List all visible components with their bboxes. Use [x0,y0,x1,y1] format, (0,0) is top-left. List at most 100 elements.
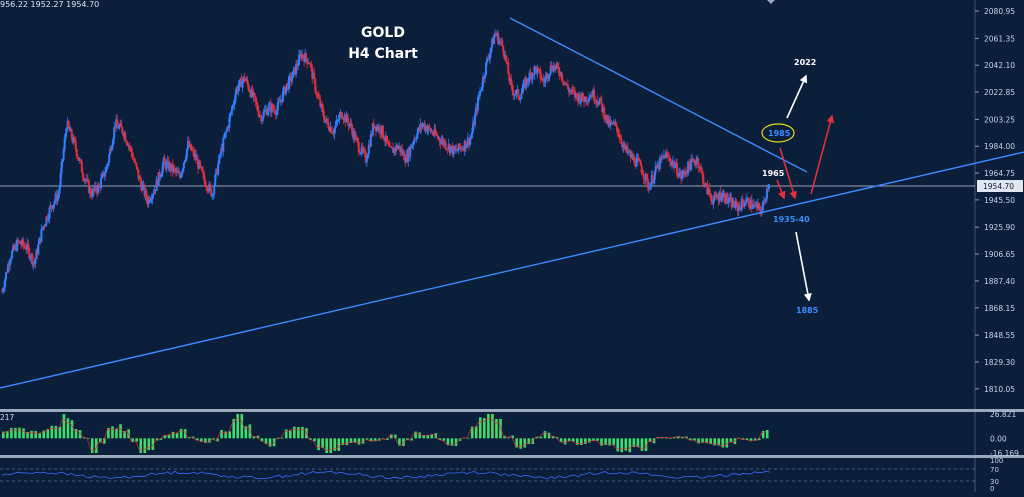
oscillator-bar [499,419,502,438]
candle-body [254,93,256,96]
oscillator-bar [329,438,332,453]
candle-body [37,244,39,254]
candle-body [724,193,726,201]
oscillator-bar [495,419,498,438]
candle-body [97,185,99,193]
oscillator-signal [540,433,544,437]
y-tick-label: 1868.15 [984,304,1015,313]
oscillator-bar [75,429,78,438]
oscillator-bar [491,414,494,438]
y-tick-label: 1810.05 [984,385,1015,394]
oscillator-bar [297,427,300,438]
oscillator-bar [346,438,349,445]
ascending-trendline [0,152,1024,388]
candle-body [213,185,215,194]
oscillator-bar [148,438,151,450]
level-label: 1965 [762,169,785,178]
y-tick-label: 1887.40 [984,277,1015,286]
oscillator-signal [467,429,471,438]
candle-body [501,41,503,46]
oscillator-signal [596,440,600,444]
candle-body [610,121,612,122]
y-tick-label: 1984.00 [984,142,1015,151]
oscillator-bar [564,438,567,444]
candle-body [160,176,162,178]
oscillator-bar [608,438,611,445]
oscillator-bar [479,417,482,438]
oscillator-bar [580,438,583,445]
oscillator-bar [143,438,146,453]
y-tick-label: 1925.90 [984,223,1015,232]
oscillator-signal [135,441,139,450]
panel-separator [0,409,1024,412]
arrow-down-white [796,232,809,300]
y-tick-label: 1829.30 [984,358,1015,367]
oscillator-signal [200,441,204,442]
y-tick-label: 1945.50 [984,196,1015,205]
candle-body [238,80,240,87]
descending-trendline [510,18,807,172]
candle-body [323,116,325,122]
oscillator-bar [240,414,243,438]
candle-body [615,123,617,127]
candle-body [366,159,368,162]
osc-tick-label: 26.821 [990,410,1016,419]
rsi-tick-label: 0 [990,485,994,492]
candle-body [379,127,381,134]
oscillator-bar [269,438,272,446]
candle-body [199,161,201,166]
oscillator-bar [71,420,74,438]
oscillator-bar [91,438,94,453]
candle-body [104,173,106,177]
oscillator-bar [629,438,632,452]
oscillator-signal [87,438,91,450]
oscillator-bar [600,438,603,445]
oscillator-bar [10,428,13,438]
oscillator-bar [337,438,340,451]
oscillator-signal [673,437,677,438]
candle-body [40,229,42,242]
rsi-tick-label: 70 [990,466,999,474]
oscillator-bar [119,424,122,438]
level-label: 2022 [794,58,816,67]
candle-body [643,175,645,179]
oscillator-bar [325,438,328,453]
oscillator-bar [139,438,142,453]
candle-body [135,163,137,167]
y-tick-label: 1906.65 [984,250,1015,259]
chart-title-timeframe: H4 Chart [313,46,453,62]
y-tick-label: 2022.85 [984,88,1015,97]
oscillator-bar [519,438,522,448]
candle-body [263,112,265,118]
candle-body [222,138,224,151]
oscillator-signal [188,437,192,438]
candle-body [520,93,522,99]
oscillator-bar [301,427,304,438]
y-tick-label: 2080.95 [984,7,1015,16]
current-price-label: 1954.70 [983,182,1014,191]
oscillator-bar [22,428,25,438]
chart-title-symbol: GOLD [313,25,453,41]
level-label: 1985 [768,129,791,138]
oscillator-bar [414,432,417,439]
oscillator-bar [584,438,587,444]
oscillator-bar [63,414,66,438]
candle-body [382,126,384,137]
oscillator-bar [317,438,320,450]
oscillator-bar [220,430,223,438]
arrow-red-up [811,116,832,194]
oscillator-bar [30,431,33,439]
oscillator-signal [281,431,285,438]
oscillator-bar [34,431,37,438]
oscillator-bar [67,418,70,438]
oscillator-signal [382,439,386,440]
ohlc-readout: 956.22 1952.27 1954.70 [0,0,99,9]
candle-body [124,133,126,141]
candle-body [108,155,110,163]
candle-body [588,98,590,101]
oscillator-bar [18,428,21,439]
oscillator-signal [507,436,511,437]
candle-body [748,198,750,207]
